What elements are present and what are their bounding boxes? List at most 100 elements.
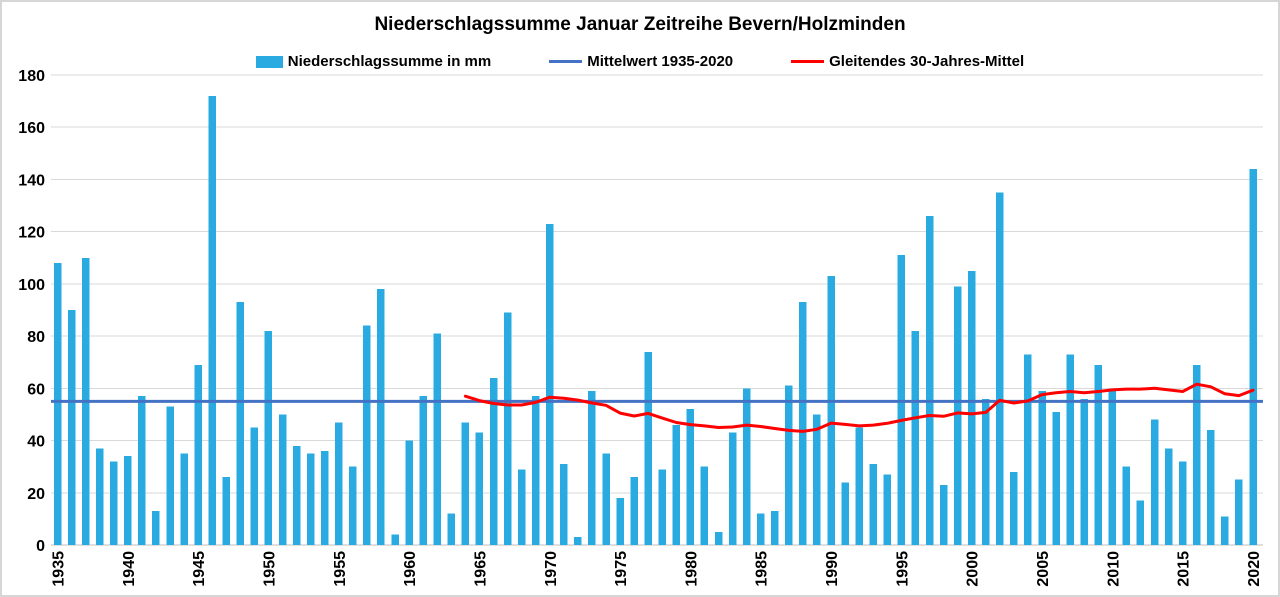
x-tick-label-1975: 1975 <box>613 551 630 587</box>
legend-bar-swatch-icon <box>255 55 283 68</box>
bar-1960 <box>405 440 413 545</box>
x-tick-label-1945: 1945 <box>191 551 208 587</box>
rolling-mean-line <box>463 382 1255 433</box>
legend-label-rolling-mean: Gleitendes 30-Jahres-Mittel <box>829 53 1025 70</box>
bar-1966 <box>489 377 498 545</box>
bar-2019 <box>1235 479 1243 545</box>
bar-2007 <box>1066 354 1074 545</box>
x-tick-label-1935: 1935 <box>51 551 68 587</box>
bar-1994 <box>883 474 892 545</box>
legend: Niederschlagssumme in mm Mittelwert 1935… <box>2 53 1278 70</box>
bar-2017 <box>1207 430 1215 545</box>
x-tick-label-2015: 2015 <box>1176 551 1193 587</box>
legend-label-mean: Mittelwert 1935-2020 <box>587 53 734 70</box>
bar-2006 <box>1052 411 1060 545</box>
bar-1975 <box>616 498 624 545</box>
x-tick-label-1950: 1950 <box>261 551 278 587</box>
bar-1972 <box>574 537 582 545</box>
bar-1978 <box>658 469 667 545</box>
bar-1941 <box>138 396 146 545</box>
bar-1967 <box>503 312 512 545</box>
y-tick-label-60: 60 <box>27 381 45 398</box>
bar-1985 <box>756 513 765 545</box>
bar-1959 <box>391 534 399 545</box>
x-tick-label-1965: 1965 <box>472 551 489 587</box>
x-tick-label-2010: 2010 <box>1105 551 1122 587</box>
x-tick-label-2005: 2005 <box>1035 551 1052 587</box>
y-tick-label-20: 20 <box>27 486 45 503</box>
bar-1956 <box>349 466 357 545</box>
bar-1980 <box>686 409 695 545</box>
legend-label-precipitation: Niederschlagssumme in mm <box>287 53 492 70</box>
bar-2010 <box>1108 388 1117 545</box>
bar-1992 <box>855 427 863 545</box>
bar-1964 <box>461 422 470 545</box>
legend-item-rolling-mean: Gleitendes 30-Jahres-Mittel <box>791 53 1024 70</box>
bar-1946 <box>208 95 216 545</box>
x-tick-label-1995: 1995 <box>894 551 911 587</box>
bar-2000 <box>967 270 976 545</box>
bar-1952 <box>292 445 301 545</box>
bar-1977 <box>644 351 652 545</box>
bar-1942 <box>152 511 160 545</box>
bar-1988 <box>799 302 807 545</box>
legend-item-mean: Mittelwert 1935-2020 <box>549 53 733 70</box>
x-tick-label-1940: 1940 <box>121 551 138 587</box>
bar-1955 <box>335 422 343 545</box>
bar-1974 <box>602 453 610 545</box>
bar-1986 <box>771 511 779 545</box>
bar-1989 <box>813 414 821 545</box>
x-tick-label-1990: 1990 <box>824 551 841 587</box>
bar-2002 <box>996 192 1004 545</box>
bar-1940 <box>124 456 132 545</box>
y-tick-label-120: 120 <box>18 225 45 242</box>
bar-1971 <box>560 464 568 545</box>
bar-2020 <box>1249 169 1257 545</box>
bar-1945 <box>194 364 202 545</box>
bar-1969 <box>531 396 540 545</box>
bar-1987 <box>785 385 793 545</box>
x-tick-label-1970: 1970 <box>543 551 560 587</box>
bar-1954 <box>320 451 329 545</box>
bar-1965 <box>475 432 484 545</box>
bar-1983 <box>728 432 737 545</box>
y-tick-label-140: 140 <box>18 172 45 189</box>
bar-2005 <box>1038 390 1046 545</box>
bar-1935 <box>53 263 62 545</box>
bar-1963 <box>447 513 456 545</box>
y-tick-label-40: 40 <box>27 434 45 451</box>
bar-1958 <box>377 289 385 545</box>
bar-1950 <box>264 330 273 545</box>
bar-1949 <box>250 427 259 545</box>
bar-1961 <box>419 396 427 545</box>
bar-2008 <box>1080 398 1088 545</box>
y-tick-label-160: 160 <box>18 120 45 137</box>
bar-1953 <box>306 453 315 545</box>
y-tick-label-180: 180 <box>18 68 45 85</box>
bar-1998 <box>939 484 948 545</box>
bar-1997 <box>925 216 934 545</box>
legend-mean-line-swatch-icon <box>549 60 583 63</box>
bar-1936 <box>67 310 76 545</box>
bar-1996 <box>911 330 920 545</box>
bar-2001 <box>982 398 990 545</box>
bar-1968 <box>517 469 526 545</box>
bar-2018 <box>1221 516 1229 545</box>
bar-2016 <box>1192 364 1201 545</box>
x-tick-label-1980: 1980 <box>683 551 700 587</box>
bar-2011 <box>1122 466 1131 545</box>
bar-1948 <box>236 302 245 545</box>
bar-1982 <box>714 531 723 545</box>
y-tick-label-100: 100 <box>18 277 45 294</box>
bar-1981 <box>700 466 709 545</box>
bar-1990 <box>827 276 835 545</box>
bar-1999 <box>953 286 962 545</box>
legend-rolling-mean-line-swatch-icon <box>791 60 825 63</box>
bar-2012 <box>1136 500 1145 545</box>
x-tick-label-1955: 1955 <box>332 551 349 587</box>
bar-1957 <box>363 325 371 545</box>
x-tick-label-2020: 2020 <box>1246 551 1263 587</box>
bar-2015 <box>1178 461 1187 545</box>
bar-1951 <box>278 414 287 545</box>
